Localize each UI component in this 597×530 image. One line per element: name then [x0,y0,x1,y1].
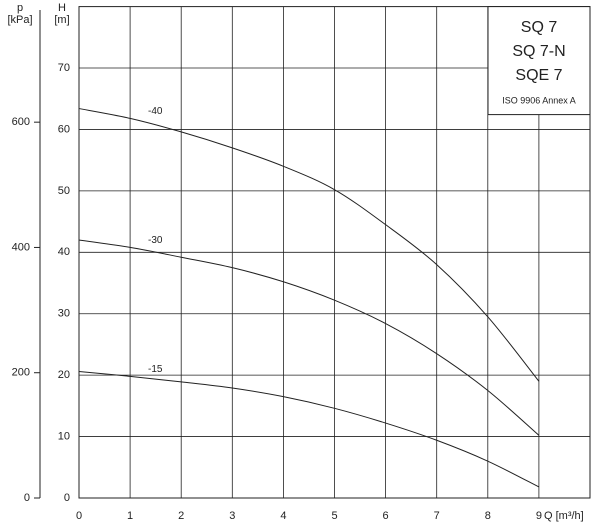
title: SQ 7 [521,19,558,36]
x-tick-label: 8 [485,510,491,522]
x-tick-label: 1 [127,510,133,522]
subtitle: ISO 9906 Annex A [502,95,576,105]
y2-tick-label: 600 [12,116,30,128]
y-tick-label: 0 [64,492,70,504]
y2-label: p [17,2,23,14]
x-tick-label: 2 [178,510,184,522]
y-tick-label: 50 [58,185,70,197]
y-unit: [m] [54,14,69,26]
y-tick-label: 60 [58,123,70,135]
title-box [487,6,591,116]
y-tick-label: 70 [58,62,70,74]
y2-unit: [kPa] [7,14,32,26]
x-tick-label: 0 [76,510,82,522]
y-tick-label: 10 [58,430,70,442]
y2-tick-label: 400 [12,241,30,253]
curve [78,239,540,436]
y-label: H [58,2,66,14]
x-tick-label: 7 [434,510,440,522]
x-tick-label: 3 [229,510,235,522]
y-tick-label: 20 [58,369,70,381]
curve [78,370,540,488]
x-tick-label: 4 [280,510,286,522]
y-tick-label: 30 [58,308,70,320]
y2-tick-label: 200 [12,367,30,379]
title: SQ 7-N [512,43,565,60]
y2-tick-label: 0 [24,492,30,504]
x-tick-label: 5 [331,510,337,522]
x-tick-label: 6 [383,510,389,522]
curve [78,108,540,382]
curve-label: -40 [148,106,163,117]
title: SQE 7 [515,67,562,84]
x-tick-label: 9 [536,510,542,522]
curve-label: -30 [148,235,163,246]
x-label: Q [m³/h] [544,510,584,522]
y-tick-label: 40 [58,246,70,258]
curve-label: -15 [148,364,163,375]
